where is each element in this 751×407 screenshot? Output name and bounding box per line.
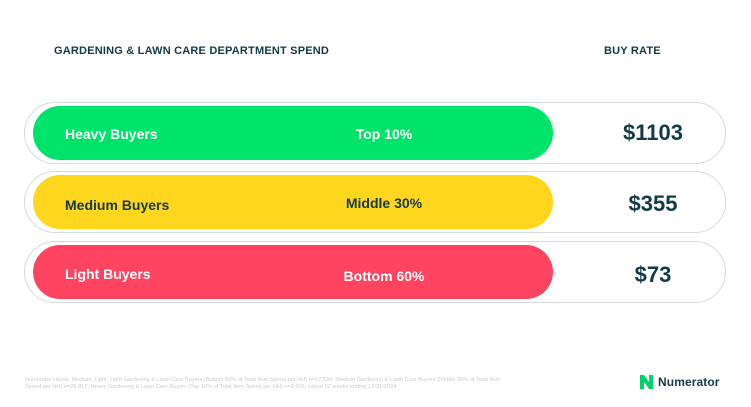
- source-footnote: Numerator Heavy, Medium, Light; Light Ga…: [25, 377, 501, 390]
- segment-name-heavy: Heavy Buyers: [65, 126, 158, 142]
- numerator-n-icon: [640, 375, 653, 389]
- segment-share-light: Bottom 60%: [343, 268, 425, 284]
- buy-rate-medium: $355: [628, 191, 678, 216]
- segment-share-medium: Middle 30%: [345, 195, 423, 211]
- segment-name-medium: Medium Buyers: [65, 197, 170, 213]
- buy-rate-heavy: $1103: [623, 120, 683, 145]
- numerator-logo: Numerator: [640, 374, 720, 390]
- segment-bar-heavy: [33, 106, 553, 160]
- segment-share-heavy: Top 10%: [355, 126, 413, 142]
- department-spend-title: GARDENING & LAWN CARE DEPARTMENT SPEND: [54, 45, 330, 57]
- segment-name-light: Light Buyers: [65, 266, 151, 282]
- brand-name: Numerator: [658, 375, 720, 389]
- buy-rate-title: BUY RATE: [604, 45, 661, 57]
- segment-bar-light: [33, 245, 553, 299]
- segment-bar-medium: [33, 175, 553, 229]
- buy-rate-light: $73: [634, 262, 672, 287]
